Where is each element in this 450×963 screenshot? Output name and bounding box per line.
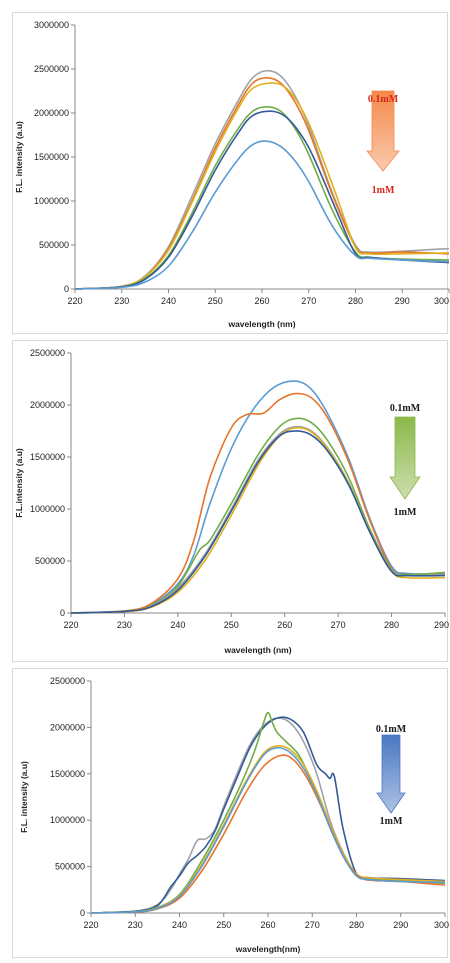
arrow-top-label: 0.1mM <box>368 94 399 105</box>
x-tick-label: 220 <box>63 620 78 630</box>
y-tick-label: 1000000 <box>34 196 69 206</box>
y-tick-label: 0 <box>80 908 85 918</box>
y-tick-label: 1500000 <box>30 452 65 462</box>
x-axis-label: wavelength (nm) <box>223 645 291 655</box>
arrow-bottom-label: 1mM <box>372 185 395 196</box>
y-tick-label: 2500000 <box>34 64 69 74</box>
chart-svg-2: 0 500000 1000000 1500000 2000000 2500000 220 23… <box>14 348 449 655</box>
x-tick-label: 300 <box>434 296 449 306</box>
y-tick-label: 500000 <box>39 240 69 250</box>
y-tick-label: 3000000 <box>34 20 69 30</box>
arrow-top-label: 0.1mM <box>376 724 407 735</box>
arrow-bottom-label: 1mM <box>380 816 403 827</box>
x-tick-label: 260 <box>254 296 269 306</box>
x-tick-label: 260 <box>260 920 275 930</box>
x-tick-label: 270 <box>331 620 346 630</box>
series-line-3 <box>74 82 450 290</box>
chart-panel-2: 0 500000 1000000 1500000 2000000 2500000 220 23… <box>12 340 449 662</box>
y-tick-label: 0 <box>64 284 69 294</box>
y-tick-label: 500000 <box>35 556 65 566</box>
x-tick-label: 240 <box>170 620 185 630</box>
x-tick-label: 280 <box>384 620 399 630</box>
down-arrow-icon <box>376 734 406 814</box>
x-tick-label: 230 <box>114 296 129 306</box>
arrow-bottom-label: 1mM <box>394 507 417 518</box>
x-tick-label: 270 <box>301 296 316 306</box>
x-tick-label: 250 <box>216 920 231 930</box>
down-arrow-icon <box>389 416 421 500</box>
y-tick-label: 1500000 <box>34 152 69 162</box>
y-tick-label: 2500000 <box>50 676 85 686</box>
x-tick-label: 290 <box>434 620 449 630</box>
y-tick-label: 0 <box>60 608 65 618</box>
y-tick-label: 500000 <box>55 862 85 872</box>
y-tick-label: 1000000 <box>30 504 65 514</box>
x-tick-label: 280 <box>349 920 364 930</box>
x-tick-label: 300 <box>434 920 449 930</box>
chart-panel-1: 0 500000 1000000 1500000 2000000 2500000 30000… <box>12 12 450 334</box>
x-axis-label: wavelength(nm) <box>235 944 301 954</box>
arrow-top-label: 0.1mM <box>390 403 421 414</box>
x-tick-label: 240 <box>172 920 187 930</box>
y-axis-label: F.L.intensity (a.u) <box>14 448 24 518</box>
x-tick-label: 270 <box>305 920 320 930</box>
down-arrow-icon <box>366 90 400 172</box>
y-axis-label: F.L. intensity (a.u) <box>14 121 24 193</box>
x-axis-label: wavelength (nm) <box>227 319 295 329</box>
x-tick-label: 220 <box>83 920 98 930</box>
series-line-6 <box>70 430 446 614</box>
x-tick-label: 240 <box>161 296 176 306</box>
x-tick-label: 230 <box>128 920 143 930</box>
y-tick-label: 1000000 <box>50 815 85 825</box>
x-tick-label: 230 <box>117 620 132 630</box>
x-tick-label: 290 <box>393 920 408 930</box>
x-tick-label: 220 <box>67 296 82 306</box>
y-tick-label: 1500000 <box>50 769 85 779</box>
series-line-3 <box>70 417 446 614</box>
series-line-2 <box>70 392 446 614</box>
x-tick-label: 290 <box>395 296 410 306</box>
series-line-2 <box>90 716 446 914</box>
x-tick-label: 250 <box>208 296 223 306</box>
series-line-6 <box>74 140 450 290</box>
series-line-4 <box>74 106 450 290</box>
x-tick-label: 250 <box>224 620 239 630</box>
y-tick-label: 2000000 <box>34 108 69 118</box>
series-line-6 <box>90 746 446 914</box>
x-tick-label: 260 <box>277 620 292 630</box>
y-tick-label: 2000000 <box>50 722 85 732</box>
chart-panel-3: 0 500000 1000000 1500000 2000000 2500000 220 23… <box>12 668 449 958</box>
y-axis-label: F.L. intensity (a.u) <box>19 761 29 833</box>
y-tick-label: 2500000 <box>30 348 65 358</box>
series-line-1 <box>70 380 446 614</box>
y-tick-label: 2000000 <box>30 400 65 410</box>
chart-svg-1: 0 500000 1000000 1500000 2000000 2500000 30000… <box>14 20 450 329</box>
x-tick-label: 280 <box>348 296 363 306</box>
chart-svg-3: 0 500000 1000000 1500000 2000000 2500000 220 23… <box>19 676 449 954</box>
series-line-1 <box>74 69 450 290</box>
